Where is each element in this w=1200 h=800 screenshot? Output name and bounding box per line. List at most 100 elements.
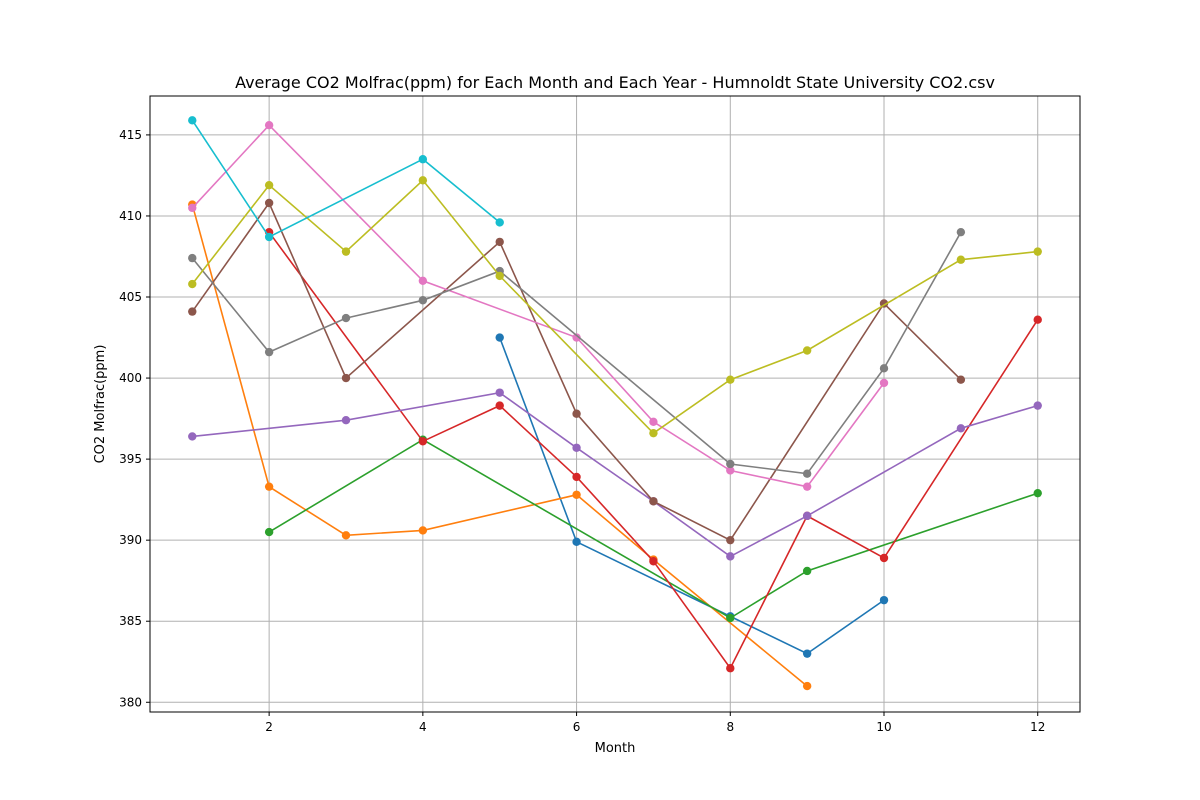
data-point — [802, 566, 812, 576]
data-point — [188, 279, 197, 289]
series-line — [268, 438, 1038, 619]
data-point — [572, 409, 581, 418]
series-line — [192, 391, 1038, 558]
data-point — [649, 557, 658, 566]
data-point — [879, 553, 889, 563]
data-point — [879, 378, 889, 388]
data-point — [726, 613, 735, 623]
x-axis-ticks: 2 4 6 8 10 12 — [265, 712, 1045, 734]
series-6 — [188, 198, 966, 545]
data-point — [418, 176, 428, 185]
data-point — [341, 313, 351, 323]
y-tick-label: 400 — [119, 371, 142, 385]
data-point — [418, 155, 428, 164]
y-tick-label: 415 — [119, 128, 142, 142]
data-point — [495, 271, 504, 281]
data-point — [956, 227, 966, 237]
series-3 — [264, 435, 1042, 623]
series-line — [498, 337, 885, 655]
data-point — [341, 373, 351, 383]
data-point — [264, 527, 274, 537]
series-line — [191, 124, 885, 488]
data-point — [418, 526, 428, 535]
y-tick-label: 405 — [119, 290, 142, 304]
y-tick-label: 390 — [119, 533, 142, 547]
data-point — [879, 364, 889, 373]
plot-frame — [149, 95, 1081, 713]
x-tick-label: 6 — [573, 720, 581, 734]
grid-lines — [150, 96, 1080, 712]
x-tick-label: 8 — [726, 720, 734, 734]
data-point — [802, 346, 812, 355]
y-tick-label: 395 — [119, 452, 142, 466]
series-layer — [188, 116, 1042, 691]
data-point — [726, 552, 735, 561]
data-point — [495, 388, 504, 397]
series-8 — [188, 227, 966, 478]
series-10 — [188, 116, 504, 242]
data-point — [1033, 401, 1042, 410]
x-tick-label: 2 — [265, 720, 273, 734]
series-7 — [188, 120, 889, 491]
data-point — [264, 232, 274, 242]
data-point — [572, 490, 581, 499]
data-point — [802, 469, 812, 478]
series-line — [191, 179, 1038, 435]
data-point — [572, 472, 581, 482]
x-tick-label: 4 — [419, 720, 427, 734]
data-point — [802, 482, 812, 491]
data-point — [572, 443, 581, 452]
data-point — [264, 198, 274, 208]
data-point — [341, 531, 351, 540]
data-point — [726, 535, 735, 545]
data-point — [188, 203, 197, 213]
data-point — [802, 511, 812, 521]
data-point — [572, 333, 581, 342]
x-tick-label: 10 — [876, 720, 891, 734]
data-point — [726, 466, 735, 475]
y-tick-label: 385 — [119, 614, 142, 628]
data-point — [802, 649, 812, 658]
data-point — [649, 417, 658, 427]
data-point — [495, 218, 504, 227]
data-point — [726, 664, 735, 673]
data-point — [1033, 488, 1042, 498]
x-tick-label: 12 — [1030, 720, 1045, 734]
data-point — [726, 375, 735, 384]
data-point — [264, 120, 274, 130]
x-axis-label: Month — [595, 741, 636, 756]
data-point — [572, 537, 581, 546]
data-point — [649, 497, 658, 506]
series-1 — [495, 333, 889, 658]
data-point — [726, 459, 735, 469]
data-point — [1033, 315, 1042, 324]
data-point — [188, 307, 197, 316]
data-point — [264, 482, 274, 491]
data-point — [1033, 247, 1042, 256]
y-axis-ticks: 380 385 390 395 400 405 410 415 — [119, 128, 150, 709]
data-point — [418, 296, 428, 305]
data-point — [264, 347, 274, 357]
y-tick-label: 380 — [119, 695, 142, 709]
data-point — [188, 253, 197, 263]
y-tick-label: 410 — [119, 209, 142, 223]
data-point — [418, 437, 428, 446]
data-point — [956, 424, 966, 433]
data-point — [264, 180, 274, 190]
data-point — [495, 333, 504, 342]
data-point — [879, 595, 889, 605]
data-point — [418, 276, 428, 285]
series-9 — [188, 176, 1042, 438]
data-point — [188, 116, 197, 125]
data-point — [649, 428, 658, 438]
data-point — [956, 375, 966, 384]
data-point — [188, 432, 197, 441]
data-point — [956, 255, 966, 264]
data-point — [802, 681, 812, 691]
series-line — [191, 119, 501, 239]
data-point — [341, 247, 351, 256]
y-axis-label: CO2 Molfrac(ppm) — [93, 345, 108, 464]
data-point — [495, 237, 504, 247]
chart-title: Average CO2 Molfrac(ppm) for Each Month … — [235, 73, 995, 92]
